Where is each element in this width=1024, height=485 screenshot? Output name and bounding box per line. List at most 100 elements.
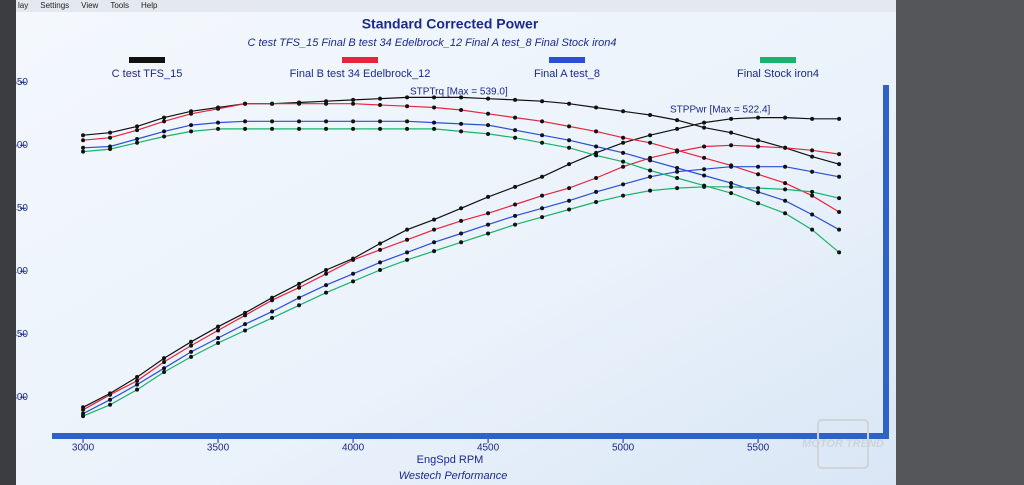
torque-point bbox=[810, 227, 815, 232]
power-point bbox=[162, 366, 167, 371]
torque-point bbox=[513, 97, 518, 102]
torque-point bbox=[270, 101, 275, 106]
power-point bbox=[459, 206, 464, 211]
torque-point bbox=[513, 128, 518, 133]
torque-point bbox=[189, 111, 194, 116]
torque-point bbox=[621, 150, 626, 155]
torque-point bbox=[108, 135, 113, 140]
power-point bbox=[162, 370, 167, 375]
power-point bbox=[810, 189, 815, 194]
torque-point bbox=[324, 126, 329, 131]
power-point bbox=[351, 271, 356, 276]
power-point bbox=[189, 339, 194, 344]
torque-point bbox=[162, 115, 167, 120]
torque-point bbox=[432, 95, 437, 100]
torque-point bbox=[486, 96, 491, 101]
power-point bbox=[675, 169, 680, 174]
power-point bbox=[81, 414, 86, 419]
power-point bbox=[297, 295, 302, 300]
power-point bbox=[459, 231, 464, 236]
torque-point bbox=[297, 101, 302, 106]
power-point bbox=[216, 324, 221, 329]
power-point bbox=[324, 283, 329, 288]
torque-point bbox=[108, 147, 113, 152]
torque-point bbox=[459, 129, 464, 134]
torque-point bbox=[594, 129, 599, 134]
torque-point bbox=[270, 119, 275, 124]
torque-point bbox=[135, 140, 140, 145]
power-point bbox=[810, 169, 815, 174]
power-point bbox=[108, 392, 113, 397]
y-tick-label: 400 bbox=[11, 266, 28, 277]
power-point bbox=[837, 196, 842, 201]
power-point bbox=[81, 407, 86, 412]
power-point bbox=[513, 222, 518, 227]
torque-point bbox=[837, 162, 842, 167]
torque-point bbox=[675, 176, 680, 181]
torque-point bbox=[405, 126, 410, 131]
power-point bbox=[702, 120, 707, 125]
torque-point bbox=[675, 165, 680, 170]
torque-point bbox=[540, 133, 545, 138]
torque-point bbox=[810, 154, 815, 159]
y-tick-label: 550 bbox=[11, 77, 28, 88]
torque-point bbox=[378, 119, 383, 124]
torque-point bbox=[486, 131, 491, 136]
power-point bbox=[675, 149, 680, 154]
menu-bar bbox=[16, 0, 896, 12]
y2-axis-bar bbox=[883, 85, 889, 435]
torque-point bbox=[216, 106, 221, 111]
torque-point bbox=[648, 113, 653, 118]
power-point bbox=[297, 281, 302, 286]
torque-point bbox=[189, 129, 194, 134]
power-point bbox=[567, 198, 572, 203]
power-point bbox=[135, 378, 140, 383]
power-point bbox=[675, 186, 680, 191]
x-axis-bar bbox=[52, 433, 889, 439]
torque-point bbox=[243, 101, 248, 106]
power-point bbox=[648, 133, 653, 138]
power-point bbox=[621, 164, 626, 169]
power-point bbox=[783, 115, 788, 120]
torque-point bbox=[81, 138, 86, 143]
torque-point bbox=[756, 138, 761, 143]
power-point bbox=[270, 309, 275, 314]
power-point bbox=[135, 375, 140, 380]
power-point bbox=[486, 211, 491, 216]
y-tick-label: 450 bbox=[11, 203, 28, 214]
torque-point bbox=[459, 121, 464, 126]
power-point bbox=[378, 241, 383, 246]
power-point bbox=[648, 188, 653, 193]
annotation: STPTrq [Max = 539.0] bbox=[410, 87, 508, 98]
torque-point bbox=[351, 101, 356, 106]
torque-point bbox=[810, 212, 815, 217]
torque-point bbox=[837, 250, 842, 255]
power-point bbox=[513, 213, 518, 218]
torque-point bbox=[648, 140, 653, 145]
x-tick-label: 5000 bbox=[612, 443, 635, 454]
power-point bbox=[783, 187, 788, 192]
power-point bbox=[243, 328, 248, 333]
y-tick-label: 350 bbox=[11, 329, 28, 340]
power-point bbox=[486, 231, 491, 236]
power-point bbox=[837, 174, 842, 179]
power-point bbox=[459, 218, 464, 223]
torque-point bbox=[729, 130, 734, 135]
torque-point bbox=[702, 125, 707, 130]
power-point bbox=[162, 359, 167, 364]
torque-point bbox=[432, 105, 437, 110]
power-point bbox=[810, 148, 815, 153]
power-point bbox=[567, 207, 572, 212]
torque-point bbox=[540, 140, 545, 145]
legend-swatch bbox=[129, 57, 165, 63]
power-point bbox=[729, 184, 734, 189]
power-point bbox=[621, 140, 626, 145]
torque-point bbox=[324, 119, 329, 124]
torque-point bbox=[729, 181, 734, 186]
legend-swatch bbox=[549, 57, 585, 63]
power-point bbox=[567, 162, 572, 167]
left-bezel bbox=[0, 0, 16, 485]
torque-point bbox=[405, 119, 410, 124]
torque-point bbox=[837, 210, 842, 215]
power-point bbox=[594, 176, 599, 181]
